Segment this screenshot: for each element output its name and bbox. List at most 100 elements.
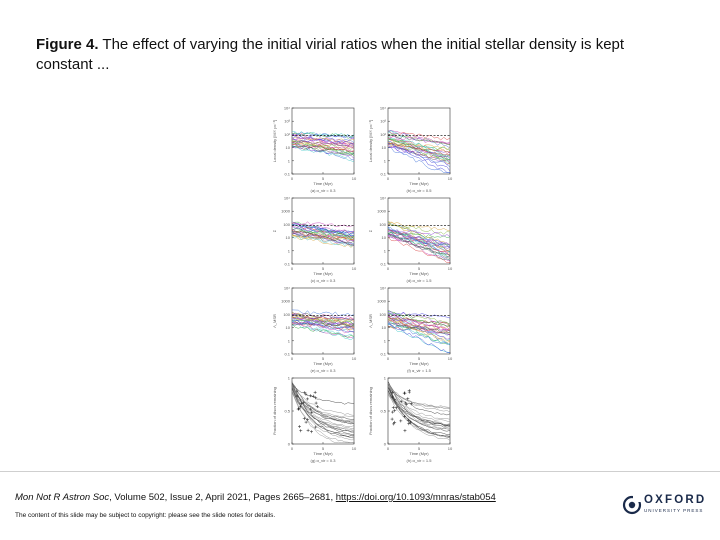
x-axis-label: Time (Myr) xyxy=(409,181,429,186)
y-tick-label: 10⁴ xyxy=(284,286,290,291)
series-line xyxy=(387,387,451,408)
series-line xyxy=(387,146,450,173)
y-tick-label: 1 xyxy=(288,376,291,381)
series-line xyxy=(387,322,451,346)
x-tick-label: 0 xyxy=(387,176,390,181)
publisher-logo: OXFORD UNIVERSITY PRESS xyxy=(622,493,712,519)
series-line xyxy=(291,221,355,234)
series-line xyxy=(291,233,355,247)
figure-caption: The effect of varying the initial virial… xyxy=(36,36,625,73)
y-tick-label: 10 xyxy=(286,145,291,150)
publisher-sub: UNIVERSITY PRESS xyxy=(644,508,704,513)
series-line xyxy=(387,233,451,246)
series-line xyxy=(291,142,355,153)
series-line xyxy=(387,130,451,141)
series-line xyxy=(387,228,451,247)
y-tick-label: 1 xyxy=(288,338,291,343)
x-tick-label: 10 xyxy=(352,446,357,451)
y-tick-label: 100 xyxy=(283,222,290,227)
x-tick-label: 5 xyxy=(418,446,421,451)
x-tick-label: 10 xyxy=(352,356,357,361)
y-axis-label: Local density [M☉ pc⁻³] xyxy=(368,120,373,162)
y-axis-label: Λ_MSR xyxy=(368,314,373,328)
series-line xyxy=(387,311,451,325)
y-tick-label: 0 xyxy=(288,442,291,447)
y-tick-label: 10⁴ xyxy=(380,106,386,111)
series-line xyxy=(291,234,355,248)
series-line xyxy=(291,384,355,405)
series-line xyxy=(291,383,355,432)
series-line xyxy=(291,141,355,153)
x-tick-label: 5 xyxy=(322,446,325,451)
series-line xyxy=(291,382,355,424)
oxford-emblem-icon xyxy=(622,495,642,515)
panel-h: 1 0.5 0 0 5 10 Time (Myr) Fraction of discs rem… xyxy=(366,374,458,464)
y-axis-label: Σ xyxy=(368,229,373,232)
y-tick-label: 10 xyxy=(382,145,387,150)
series-line xyxy=(387,383,451,413)
y-tick-label: 0 xyxy=(384,442,387,447)
series-line xyxy=(387,389,451,429)
y-tick-label: 10² xyxy=(284,132,290,137)
series-line xyxy=(387,392,451,430)
series-line xyxy=(387,227,451,253)
y-tick-label: 0.1 xyxy=(284,262,290,267)
series-line xyxy=(291,228,355,245)
series-line xyxy=(291,387,355,418)
y-tick-label: 10² xyxy=(380,132,386,137)
y-tick-label: 10⁴ xyxy=(284,196,290,201)
y-tick-label: 10⁴ xyxy=(380,196,386,201)
series-line xyxy=(291,391,354,443)
series-line xyxy=(387,143,451,168)
x-tick-label: 5 xyxy=(322,176,325,181)
x-tick-label: 0 xyxy=(291,446,294,451)
y-tick-label: 10 xyxy=(286,325,291,330)
series-line xyxy=(291,390,355,443)
series-line xyxy=(387,323,451,346)
series-line xyxy=(291,145,355,156)
series-line xyxy=(387,382,451,420)
figure-image: 10⁴ 10³ 10² 10 1 0.1 0 5 10 Time (Myr) Local densi… xyxy=(262,104,462,464)
series-line xyxy=(291,316,355,321)
series-line xyxy=(291,323,355,341)
series-line xyxy=(291,135,355,148)
series-line xyxy=(387,386,451,426)
series-line xyxy=(291,234,355,241)
x-axis-label: Time (Myr) xyxy=(409,361,429,366)
panel-caption: (g) α_vir = 0.3 xyxy=(311,458,337,463)
series-line xyxy=(387,221,451,235)
series-line xyxy=(387,322,450,353)
series-line xyxy=(291,387,355,437)
panel-f-plot: 10⁴ 1000 100 10 1 0.10 5 10 Time (Myr) Λ_MSR (f) α… xyxy=(368,286,453,374)
panel-c: 10⁴ 1000 100 10 1 0.1 0 5 10 Time (Myr) Σ (c) α_vir… xyxy=(270,194,362,284)
y-axis-label: Local density [M☉ pc⁻³] xyxy=(272,120,277,162)
doi-link[interactable]: https://doi.org/10.1093/mnras/stab054 xyxy=(335,492,496,503)
x-tick-label: 0 xyxy=(387,446,390,451)
series-line xyxy=(291,224,355,240)
series-line xyxy=(387,317,451,343)
series-lines xyxy=(291,130,355,162)
y-tick-label: 10 xyxy=(382,325,387,330)
series-line xyxy=(291,144,355,150)
series-line xyxy=(291,228,355,239)
series-line xyxy=(291,130,355,138)
y-tick-label: 10³ xyxy=(380,119,386,124)
series-line xyxy=(291,132,355,139)
footer-divider xyxy=(0,471,720,472)
y-tick-label: 1 xyxy=(288,158,291,163)
series-lines xyxy=(387,221,451,263)
y-tick-label: 0.1 xyxy=(380,352,386,357)
series-line xyxy=(387,143,451,164)
panel-b: 10⁴ 10³ 10² 10 1 0.1 0 5 10 Time (Myr) Local densi… xyxy=(366,104,458,194)
figure-title: Figure 4. The effect of varying the init… xyxy=(36,35,656,75)
x-axis-label: Time (Myr) xyxy=(409,271,429,276)
series-line xyxy=(291,386,355,424)
series-lines xyxy=(387,129,451,173)
series-line xyxy=(387,221,451,231)
x-axis-label: Time (Myr) xyxy=(313,271,333,276)
y-tick-label: 10 xyxy=(382,235,387,240)
series-lines xyxy=(291,221,355,248)
series-line xyxy=(291,146,355,159)
series-line xyxy=(387,229,451,237)
series-line xyxy=(387,140,451,160)
